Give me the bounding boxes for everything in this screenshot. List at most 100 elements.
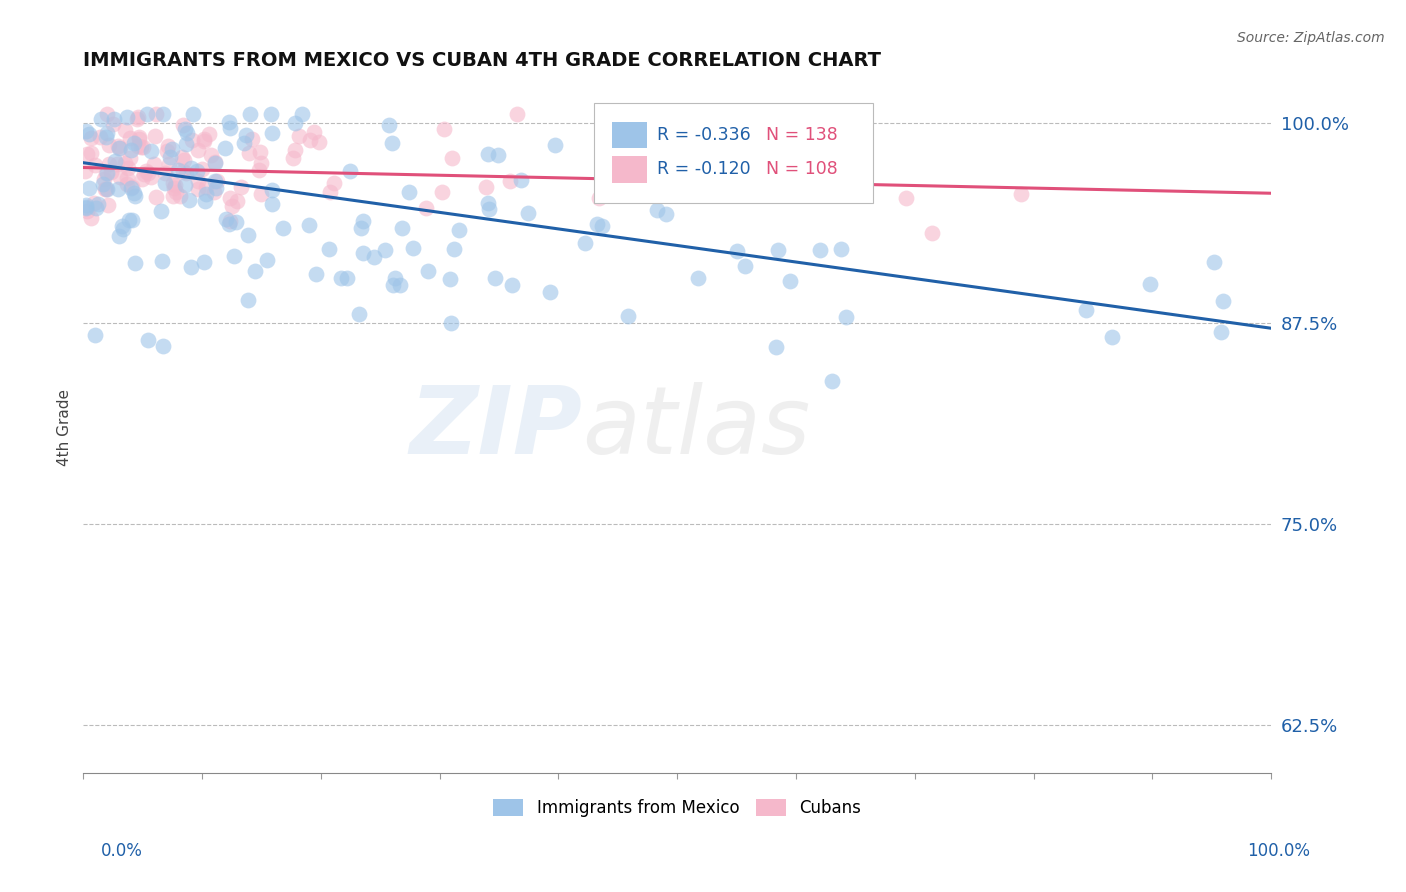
Point	[94, 166, 117, 180]
Point	[388, 278, 411, 293]
Point	[145, 107, 167, 121]
Point	[105, 157, 128, 171]
Point	[247, 163, 270, 178]
Point	[193, 132, 215, 146]
Point	[243, 264, 266, 278]
Point	[219, 120, 242, 135]
Point	[117, 170, 139, 185]
Point	[330, 271, 353, 285]
Point	[484, 270, 506, 285]
Point	[544, 138, 567, 153]
Point	[84, 158, 107, 172]
Point	[129, 140, 152, 154]
FancyBboxPatch shape	[595, 103, 873, 203]
Point	[120, 151, 142, 165]
Point	[138, 166, 160, 180]
Point	[94, 129, 117, 144]
Point	[821, 374, 844, 388]
Point	[1010, 186, 1032, 201]
Point	[108, 170, 131, 185]
Point	[352, 245, 374, 260]
Point	[588, 191, 610, 205]
Point	[143, 128, 166, 143]
Point	[323, 176, 346, 190]
Point	[510, 172, 533, 186]
Point	[124, 256, 146, 270]
Point	[107, 139, 129, 153]
Point	[110, 219, 132, 233]
Point	[249, 145, 271, 159]
Point	[384, 271, 406, 285]
Point	[180, 161, 202, 176]
Point	[194, 194, 217, 209]
Point	[352, 214, 374, 228]
Point	[125, 112, 148, 126]
Text: R = -0.120: R = -0.120	[657, 161, 751, 178]
Point	[262, 197, 284, 211]
Point	[225, 194, 247, 208]
Point	[381, 136, 404, 151]
Point	[402, 241, 425, 255]
Point	[205, 174, 228, 188]
Point	[165, 178, 187, 193]
Point	[80, 211, 103, 225]
Point	[172, 118, 194, 132]
Legend: Immigrants from Mexico, Cubans: Immigrants from Mexico, Cubans	[486, 792, 868, 824]
Point	[152, 107, 174, 121]
Point	[75, 200, 97, 214]
Point	[195, 180, 218, 194]
Point	[235, 128, 257, 143]
Point	[339, 163, 361, 178]
Point	[853, 138, 876, 153]
Point	[150, 204, 173, 219]
Point	[156, 139, 179, 153]
Point	[159, 150, 181, 164]
Point	[193, 255, 215, 269]
Point	[172, 164, 194, 178]
Point	[120, 181, 142, 195]
Point	[73, 164, 96, 178]
Point	[96, 182, 118, 196]
Point	[398, 185, 420, 199]
Point	[187, 174, 209, 188]
Point	[374, 244, 396, 258]
Point	[94, 182, 117, 196]
Point	[173, 178, 195, 192]
Point	[894, 191, 917, 205]
Point	[103, 112, 125, 126]
Point	[302, 125, 325, 139]
Point	[499, 174, 522, 188]
Point	[214, 141, 236, 155]
Point	[238, 146, 260, 161]
Point	[734, 259, 756, 273]
Point	[921, 226, 943, 240]
Point	[593, 130, 616, 145]
Point	[204, 155, 226, 169]
Point	[433, 122, 456, 136]
Point	[162, 177, 184, 191]
Point	[768, 243, 790, 257]
Point	[114, 123, 136, 137]
Point	[506, 107, 529, 121]
Point	[100, 165, 122, 179]
Point	[283, 151, 305, 165]
Point	[160, 142, 183, 156]
Point	[765, 341, 787, 355]
Point	[77, 127, 100, 141]
Point	[131, 172, 153, 186]
Point	[141, 144, 163, 158]
Point	[810, 243, 832, 257]
Point	[135, 163, 157, 178]
Point	[114, 156, 136, 170]
Point	[250, 186, 273, 201]
Point	[122, 136, 145, 150]
Point	[250, 156, 273, 170]
Point	[441, 152, 464, 166]
Point	[128, 130, 150, 145]
Point	[240, 132, 263, 146]
Point	[319, 186, 342, 200]
Text: R = -0.336: R = -0.336	[657, 126, 751, 144]
Point	[180, 132, 202, 146]
Point	[363, 250, 385, 264]
Point	[128, 132, 150, 146]
